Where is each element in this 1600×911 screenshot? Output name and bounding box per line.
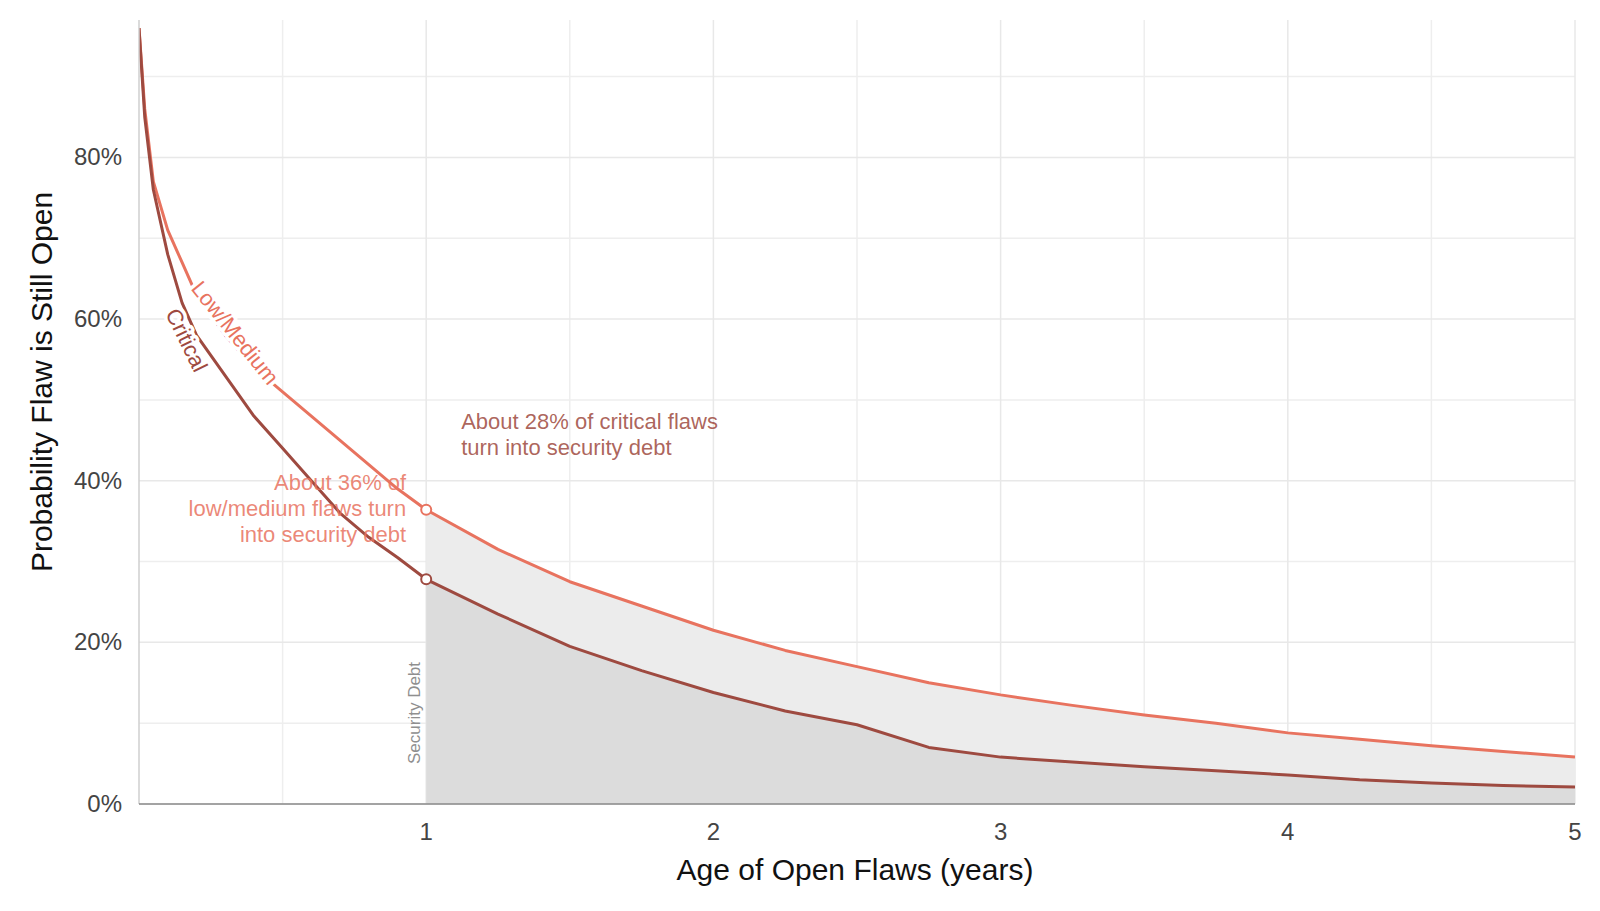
region-label: Security Debt [405,662,424,764]
annotation-text: turn into security debt [461,435,671,460]
minor-grid-line [139,237,1575,239]
y-tick-label: 80% [74,143,122,170]
x-tick-label: 5 [1568,818,1581,845]
x-axis-line [139,803,1575,805]
grid [139,20,1575,804]
minor-grid-line [1143,20,1145,804]
grid-line [139,157,1575,159]
annotation-text: into security debt [240,522,406,547]
minor-grid-line [139,399,1575,401]
annotation-text: About 36% of [274,470,407,495]
minor-grid-line [139,561,1575,563]
x-tick-label: 1 [420,818,433,845]
series-line [139,28,1575,757]
minor-grid-line [282,20,284,804]
grid-line [1574,20,1576,804]
minor-grid-line [1431,20,1433,804]
annotation-marker [421,574,431,584]
annotation-text: low/medium flaws turn [189,496,407,521]
grid-line [1287,20,1289,804]
annotation-marker [421,505,431,515]
series-line [139,28,1575,787]
annotation-text: About 28% of critical flaws [461,409,718,434]
chart: Low/MediumCritical About 36% oflow/medium… [0,0,1600,911]
grid-line [139,803,1575,805]
grid-line [139,642,1575,644]
plot-area [139,28,1575,804]
grid-line [139,318,1575,320]
annotations: About 36% oflow/medium flaws turninto se… [189,409,718,764]
tick-labels: 1 2 3 4 5 0% 20% 40% 60% 80% [74,143,1582,845]
y-tick-label: 40% [74,467,122,494]
y-axis-title: Probability Flaw is Still Open [25,192,58,572]
y-tick-label: 0% [87,790,122,817]
y-tick-label: 60% [74,305,122,332]
minor-grid-line [139,76,1575,78]
security-debt-area [426,579,1575,804]
series-label: Low/Medium [186,276,283,389]
series-label: Critical [161,304,213,375]
y-axis-line [138,20,140,804]
x-tick-label: 3 [994,818,1007,845]
x-axis-title: Age of Open Flaws (years) [677,853,1034,886]
x-tick-label: 2 [707,818,720,845]
y-tick-label: 20% [74,628,122,655]
curve-labels: Low/MediumCritical [161,276,284,389]
x-tick-label: 4 [1281,818,1294,845]
grid-line [1000,20,1002,804]
